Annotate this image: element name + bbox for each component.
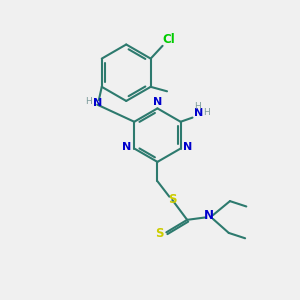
Text: N: N (93, 98, 102, 108)
Text: S: S (168, 193, 176, 206)
Text: H: H (203, 108, 210, 117)
Text: N: N (122, 142, 131, 152)
Text: N: N (194, 108, 203, 118)
Text: Cl: Cl (162, 33, 175, 46)
Text: S: S (156, 227, 164, 240)
Text: N: N (153, 97, 162, 107)
Text: H: H (194, 102, 201, 111)
Text: H: H (85, 97, 92, 106)
Text: N: N (183, 142, 193, 152)
Text: N: N (204, 209, 214, 223)
